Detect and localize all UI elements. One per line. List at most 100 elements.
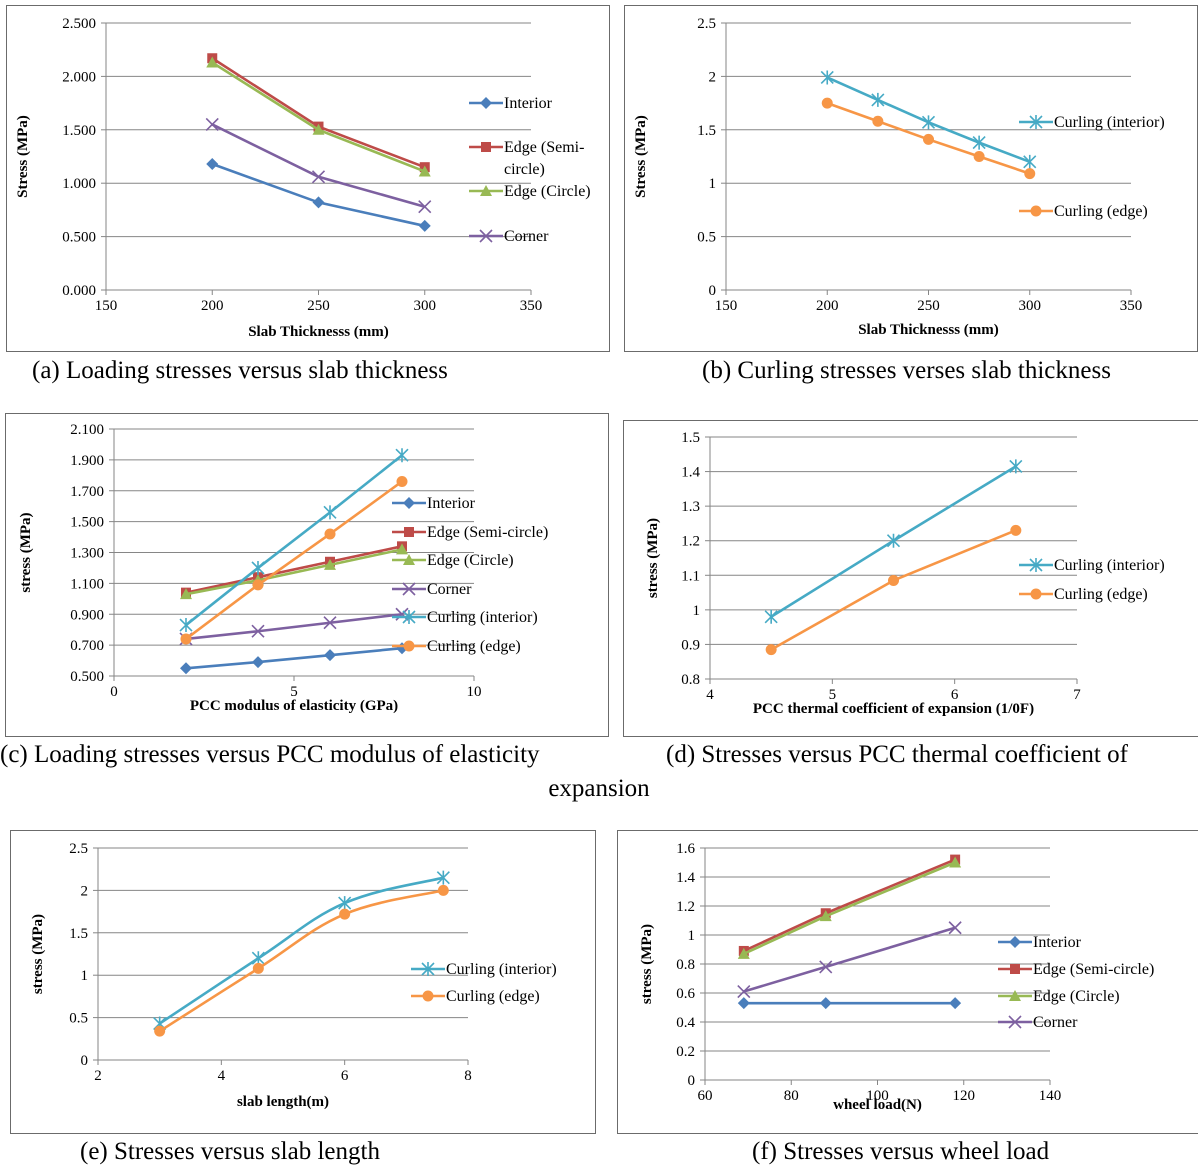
legend-item: Edge (Circle) — [392, 552, 514, 569]
data-point — [1010, 524, 1022, 536]
data-point — [737, 984, 751, 999]
y-tick-label: 0 — [81, 1053, 89, 1069]
gridlines — [98, 847, 468, 1061]
y-tick-label: 2.500 — [62, 16, 96, 32]
legend-item: Interior — [469, 95, 553, 112]
y-tick-label: 1.5 — [697, 123, 716, 139]
y-tick-label: 0.5 — [697, 230, 716, 246]
y-tick-label: 2.5 — [697, 16, 716, 32]
data-point — [819, 997, 832, 1010]
legend-marker — [403, 497, 415, 509]
data-point — [324, 558, 336, 570]
x-tick-label: 100 — [866, 1088, 889, 1104]
y-tick-label: 1.500 — [62, 123, 96, 139]
series-curling-interior — [820, 70, 1037, 169]
legend-label: Edge (Semi-circle) — [1033, 961, 1154, 978]
y-tick-label: 0.6 — [676, 986, 695, 1002]
data-point — [180, 633, 192, 645]
data-point — [820, 70, 834, 85]
y-tick-label: 1.900 — [70, 453, 104, 469]
legend-item: Curling (edge) — [392, 638, 521, 655]
y-axis-title: stress (MPa) — [18, 512, 34, 592]
y-tick-label: 0.000 — [62, 283, 96, 299]
caption-a: (a) Loading stresses versus slab thickne… — [32, 357, 448, 384]
data-point — [312, 196, 325, 209]
data-point — [396, 543, 408, 555]
data-point — [251, 560, 265, 575]
legend-item: Curling (interior) — [411, 961, 557, 978]
y-tick-label: 1.3 — [681, 499, 700, 515]
data-point — [323, 505, 337, 520]
series-line — [185, 454, 403, 627]
legend-item: Corner — [392, 581, 472, 598]
legend: Curling (interior) Curling (edge) — [1019, 557, 1165, 603]
y-tick-label: 1.100 — [70, 576, 104, 592]
series-line — [185, 612, 403, 641]
legend-label: Edge (Circle) — [427, 552, 514, 569]
legend-label: Edge (Semi- — [504, 139, 584, 156]
legend: Interior Edge (Semi-circle) Edge (Circle) C… — [469, 95, 591, 245]
series-line — [743, 861, 956, 956]
series-edge-circle — [737, 856, 962, 959]
data-point — [888, 574, 899, 586]
y-tick-label: 0.500 — [62, 230, 96, 246]
series-edge-circle — [206, 56, 431, 177]
y-axis-title: Stress (MPa) — [15, 115, 31, 198]
y-tick-label: 0.900 — [70, 607, 104, 623]
series-interior — [206, 157, 431, 232]
legend-item: Curling (interior) — [392, 609, 538, 626]
legend-marker — [403, 640, 415, 652]
legend-marker — [403, 554, 415, 565]
legend: Curling (interior) Curling (edge) — [1019, 114, 1165, 220]
x-tick-label: 5 — [829, 687, 837, 703]
y-axis-title: Stress (MPa) — [633, 115, 649, 198]
series-curling-edge — [154, 884, 449, 1037]
legend-label: Curling (edge) — [1054, 586, 1148, 603]
series-line — [185, 646, 403, 670]
series-line — [211, 123, 426, 208]
data-point — [251, 624, 265, 638]
gridlines — [114, 428, 474, 677]
series-corner — [205, 117, 432, 214]
legend-label: Curling (edge) — [446, 988, 540, 1005]
x-tick-label: 150 — [715, 298, 738, 314]
data-point — [949, 856, 962, 868]
legend-item: Curling (interior) — [1019, 557, 1165, 574]
x-tick-label: 4 — [706, 687, 714, 703]
legend-label: Interior — [1033, 934, 1082, 951]
legend-label: Edge (Semi-circle) — [427, 524, 548, 541]
caption-b: (b) Curling stresses verses slab thickne… — [702, 357, 1111, 384]
y-tick-label: 1 — [709, 176, 717, 192]
legend-item: Curling (interior) — [1019, 114, 1165, 131]
legend-label: Curling (edge) — [1054, 203, 1148, 220]
caption-cd-wrap: (c) Loading stresses versus PCC modulus … — [0, 738, 1198, 808]
data-point — [324, 528, 336, 540]
y-tick-label: 1.5 — [681, 430, 700, 446]
series-corner — [737, 921, 962, 999]
legend-marker — [404, 527, 414, 537]
legend: Interior Edge (Semi-circle) Edge (Circle) C… — [998, 934, 1154, 1031]
chart-svg-c: 0.500 0.700 0.900 1.100 1.300 1.500 1.700 1.900… — [18, 422, 548, 714]
data-point — [1009, 459, 1023, 474]
y-tick-label: 1.2 — [676, 899, 695, 915]
data-point — [206, 56, 219, 68]
data-point — [312, 123, 325, 135]
data-point — [252, 962, 264, 974]
legend-marker — [479, 229, 493, 243]
legend-item: Edge (Semi-circle) — [469, 139, 584, 178]
y-tick-label: 0.5 — [69, 1011, 88, 1027]
caption-c: (c) Loading stresses versus PCC modulus … — [0, 741, 540, 768]
legend-label: Corner — [427, 581, 472, 598]
gridlines — [710, 436, 1077, 680]
chart-svg-e: 0 0.5 1 1.5 2 2.5 2 4 6 8 slab length(m) stress (MP… — [30, 841, 557, 1110]
x-tick-label: 5 — [290, 684, 298, 700]
series-line — [185, 548, 403, 596]
y-tick-label: 1.4 — [676, 870, 695, 886]
y-tick-label: 1.300 — [70, 546, 104, 562]
legend-item: Corner — [998, 1014, 1078, 1031]
x-tick-label: 7 — [1073, 687, 1081, 703]
chart-panel-e: 0 0.5 1 1.5 2 2.5 2 4 6 8 slab length(m) stress (MP… — [10, 830, 596, 1134]
y-tick-label: 1.6 — [676, 841, 695, 857]
caption-f: (f) Stresses versus wheel load — [752, 1138, 1050, 1165]
series-line — [211, 57, 426, 169]
